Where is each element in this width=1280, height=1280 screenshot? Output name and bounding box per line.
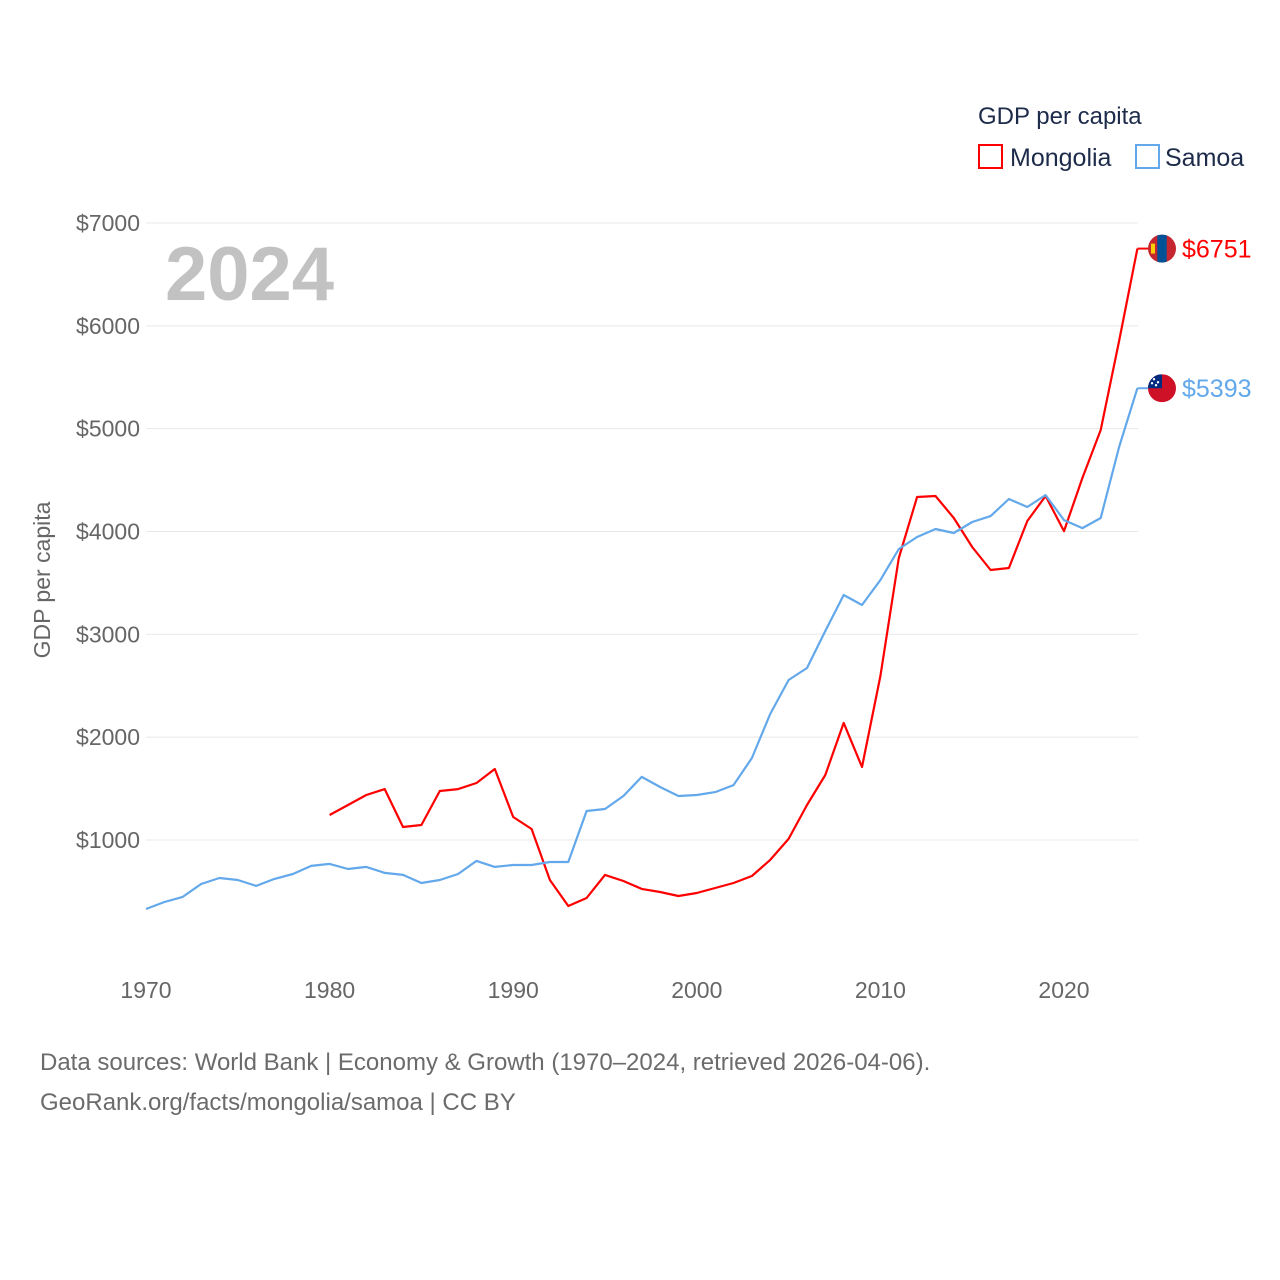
samoa-flag-icon [1148,374,1176,403]
footer: Data sources: World Bank | Economy & Gro… [40,1043,930,1123]
x-tick-label: 2020 [1038,977,1089,1003]
footer-attribution[interactable]: GeoRank.org/facts/mongolia/samoa | CC BY [40,1089,516,1116]
end-labels: $6751 $5393 [1137,234,1252,403]
series-line-samoa [145,387,1139,911]
x-tick-label: 2010 [855,977,906,1003]
end-value-mongolia: $6751 [1182,236,1252,264]
x-tick-label: 1980 [304,977,355,1003]
mongolia-flag-icon [1148,234,1176,263]
x-tick-label: 1970 [120,977,171,1003]
y-tick-label: $1000 [76,827,140,853]
x-tick-label: 1990 [488,977,539,1003]
x-axis-ticks: 1970 1980 1990 2000 2010 2020 [120,977,1089,1003]
y-tick-label: $4000 [76,518,140,544]
legend-label-samoa[interactable]: Samoa [1165,144,1244,172]
y-axis-label: GDP per capita [29,501,55,658]
y-tick-label: $2000 [76,724,140,750]
legend-swatch-mongolia [978,144,1003,169]
legend-label-mongolia[interactable]: Mongolia [1010,144,1112,172]
y-tick-label: $7000 [76,210,140,236]
series-line-mongolia [329,248,1139,908]
gridlines [146,222,1138,841]
x-tick-label: 2000 [671,977,722,1003]
y-axis-ticks: $1000 $2000 $3000 $4000 $5000 $6000 $7000 [76,210,140,853]
y-tick-label: $6000 [76,313,140,339]
footer-sources: Data sources: World Bank | Economy & Gro… [40,1049,931,1076]
y-tick-label: $5000 [76,416,140,442]
legend-swatch-samoa [1135,144,1160,169]
current-year-label: 2024 [165,232,334,317]
y-tick-label: $3000 [76,621,140,647]
end-value-samoa: $5393 [1182,375,1252,403]
legend: GDP per capita Mongolia Samoa [978,103,1244,172]
series-lines [145,248,1139,911]
legend-title: GDP per capita [978,103,1142,130]
